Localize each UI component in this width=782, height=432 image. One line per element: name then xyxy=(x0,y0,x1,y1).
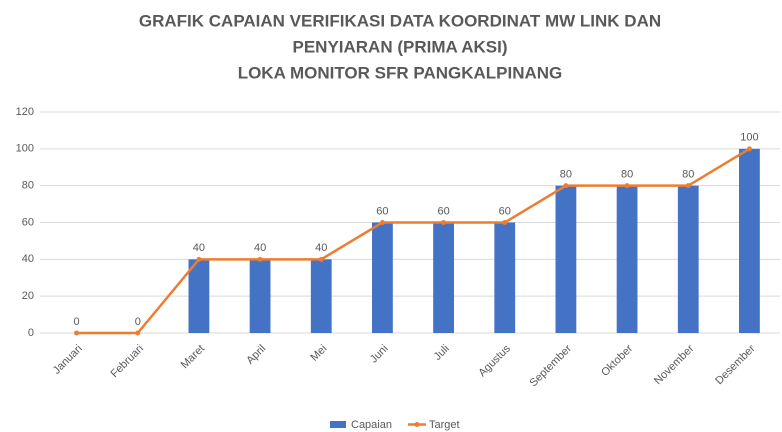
legend-label: Target xyxy=(429,419,460,431)
data-label: 0 xyxy=(135,316,141,328)
bar xyxy=(494,222,516,333)
bar xyxy=(372,222,393,333)
y-tick-label: 40 xyxy=(22,253,34,265)
data-label: 60 xyxy=(376,205,388,217)
bar xyxy=(249,259,271,333)
bar xyxy=(310,259,332,333)
data-label: 40 xyxy=(193,242,205,254)
line-marker xyxy=(441,220,447,225)
x-tick-label: Mei xyxy=(308,343,329,364)
line-marker xyxy=(502,220,508,225)
legend-swatch xyxy=(414,422,420,427)
y-tick-label: 0 xyxy=(28,327,34,339)
chart-title: GRAFIK CAPAIAN VERIFIKASI DATA KOORDINAT… xyxy=(139,11,661,30)
x-tick-label: Maret xyxy=(179,343,207,371)
x-tick-label: Februari xyxy=(108,343,145,380)
line-marker xyxy=(563,183,569,189)
legend-swatch xyxy=(330,421,346,428)
line-marker xyxy=(196,256,202,262)
line-marker xyxy=(624,183,630,189)
line-marker xyxy=(74,330,80,336)
y-tick-label: 100 xyxy=(16,143,34,155)
data-label: 100 xyxy=(740,132,758,144)
y-tick-label: 120 xyxy=(16,106,34,118)
line xyxy=(76,147,751,335)
data-label: 80 xyxy=(560,169,572,181)
legend-label: Capaian xyxy=(351,419,392,431)
x-tick-label: Oktober xyxy=(599,342,635,378)
x-tick-label: April xyxy=(244,343,268,367)
chart-title: PENYIARAN (PRIMA AKSI) xyxy=(292,37,507,56)
x-tick-label: Agustus xyxy=(476,342,513,379)
x-tick-label: September xyxy=(528,342,575,389)
y-tick-label: 60 xyxy=(22,216,34,228)
x-tick-label: November xyxy=(652,342,697,387)
bar xyxy=(433,222,454,333)
data-label: 0 xyxy=(74,316,80,328)
data-label: 60 xyxy=(499,205,511,217)
data-label: 40 xyxy=(315,242,327,254)
data-label: 80 xyxy=(682,169,694,181)
line-marker xyxy=(746,146,752,152)
line-marker xyxy=(257,256,263,262)
line-marker xyxy=(379,220,385,225)
x-tick-label: Juli xyxy=(432,343,452,363)
x-tick-label: Juni xyxy=(368,343,391,366)
bar xyxy=(616,185,638,333)
y-tick-label: 20 xyxy=(22,290,34,302)
line-marker xyxy=(135,330,141,336)
bar xyxy=(188,259,210,333)
chart-subtitle: LOKA MONITOR SFR PANGKALPINANG xyxy=(238,63,563,82)
x-tick-label: Desember xyxy=(713,342,758,387)
bar xyxy=(677,185,699,333)
y-tick-label: 80 xyxy=(22,180,34,192)
bar xyxy=(739,148,760,333)
line-marker xyxy=(318,256,324,262)
line-marker xyxy=(685,183,691,189)
data-label: 40 xyxy=(254,242,266,254)
data-label: 80 xyxy=(621,169,633,181)
x-tick-label: Januari xyxy=(51,343,85,377)
data-label: 60 xyxy=(437,205,449,217)
bar xyxy=(555,185,577,333)
